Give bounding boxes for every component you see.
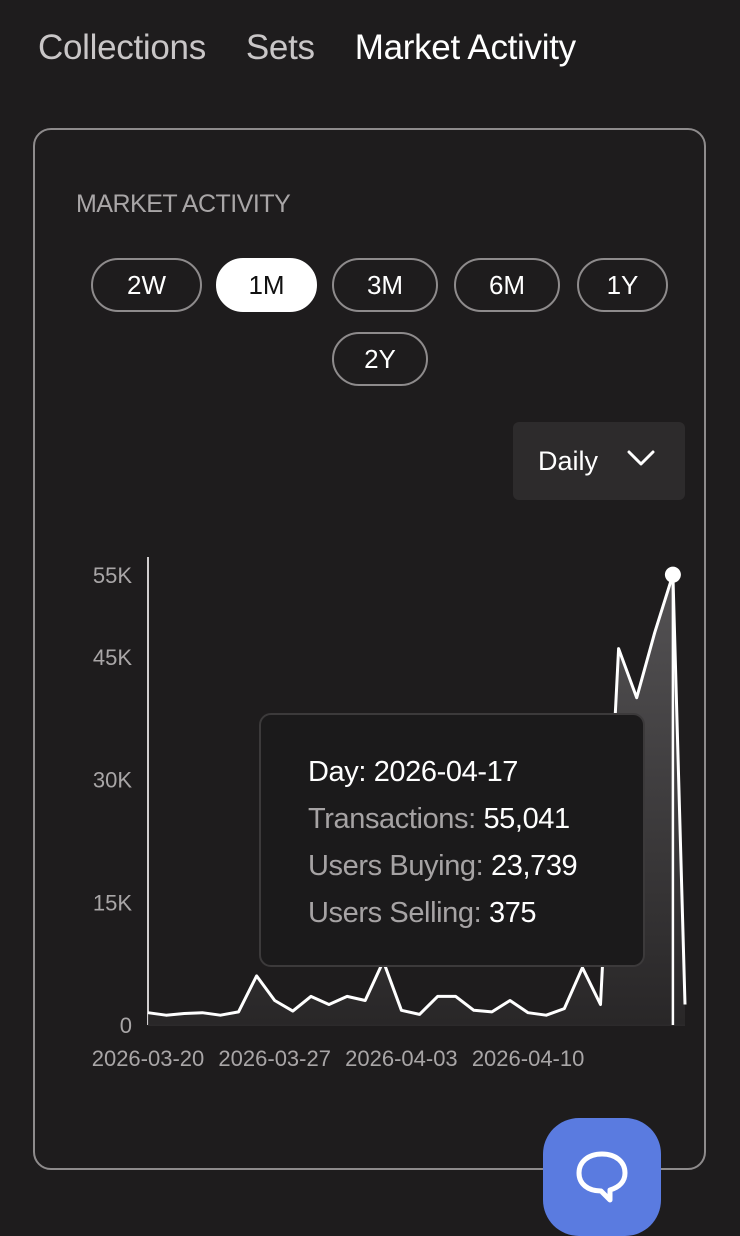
y-tick-label: 30K <box>93 768 132 793</box>
tab-collections[interactable]: Collections <box>38 28 206 67</box>
section-title: MARKET ACTIVITY <box>76 190 291 218</box>
tooltip-transactions-value: 55,041 <box>483 803 570 835</box>
y-tick-label: 45K <box>93 645 132 670</box>
tooltip-day-key: Day: <box>308 756 374 788</box>
tooltip-day-value: 2026-04-17 <box>373 756 519 788</box>
tooltip-selling-key: Users Selling: <box>308 897 489 929</box>
market-activity-card: MARKET ACTIVITY 2W 1M 3M 6M 1Y 2Y Daily … <box>33 128 706 1170</box>
range-1m-button[interactable]: 1M <box>216 258 317 312</box>
y-tick-label: 15K <box>93 890 132 915</box>
x-tick-label: 2026-04-10 <box>472 1046 585 1071</box>
chevron-down-icon <box>627 450 655 466</box>
range-2w-button[interactable]: 2W <box>91 258 202 312</box>
series-area <box>148 574 685 1025</box>
interval-dropdown-value: Daily <box>538 445 599 476</box>
y-tick-label: 0 <box>120 1013 132 1038</box>
chart-tooltip: Day: 2026-04-17 Transactions: 55,041 Use… <box>259 713 645 967</box>
range-6m-button[interactable]: 6M <box>454 258 560 312</box>
chat-button[interactable] <box>543 1118 661 1236</box>
tooltip-transactions-row: Transactions: 55,041 <box>308 796 643 843</box>
tab-sets[interactable]: Sets <box>245 28 315 67</box>
tooltip-buying-key: Users Buying: <box>308 850 491 882</box>
tooltip-buying-value: 23,739 <box>490 850 578 882</box>
tooltip-selling-row: Users Selling: 375 <box>308 890 643 937</box>
range-2y-button[interactable]: 2Y <box>332 332 428 386</box>
market-activity-chart: 55K 45K 30K 15K 0 2026-03-20 2026-03-27 2026-04… <box>92 557 687 1071</box>
tab-market-activity[interactable]: Market Activity <box>354 28 576 67</box>
tooltip-selling-value: 375 <box>488 897 537 929</box>
x-tick-label: 2026-03-20 <box>92 1046 205 1071</box>
tooltip-buying-row: Users Buying: 23,739 <box>308 843 643 890</box>
tooltip-day-row: Day: 2026-04-17 <box>308 749 643 796</box>
range-3m-button[interactable]: 3M <box>332 258 438 312</box>
tooltip-transactions-key: Transactions: <box>308 803 484 835</box>
series-line <box>147 573 687 1017</box>
top-tabs: Collections Sets Market Activity <box>38 26 576 70</box>
range-1y-button[interactable]: 1Y <box>577 258 668 312</box>
interval-dropdown[interactable]: Daily <box>513 422 685 500</box>
y-tick-label: 55K <box>93 563 132 588</box>
highlight-point <box>664 566 681 583</box>
x-tick-label: 2026-04-03 <box>345 1046 458 1071</box>
x-tick-label: 2026-03-27 <box>218 1046 331 1071</box>
chat-bubble-icon <box>576 1151 628 1203</box>
